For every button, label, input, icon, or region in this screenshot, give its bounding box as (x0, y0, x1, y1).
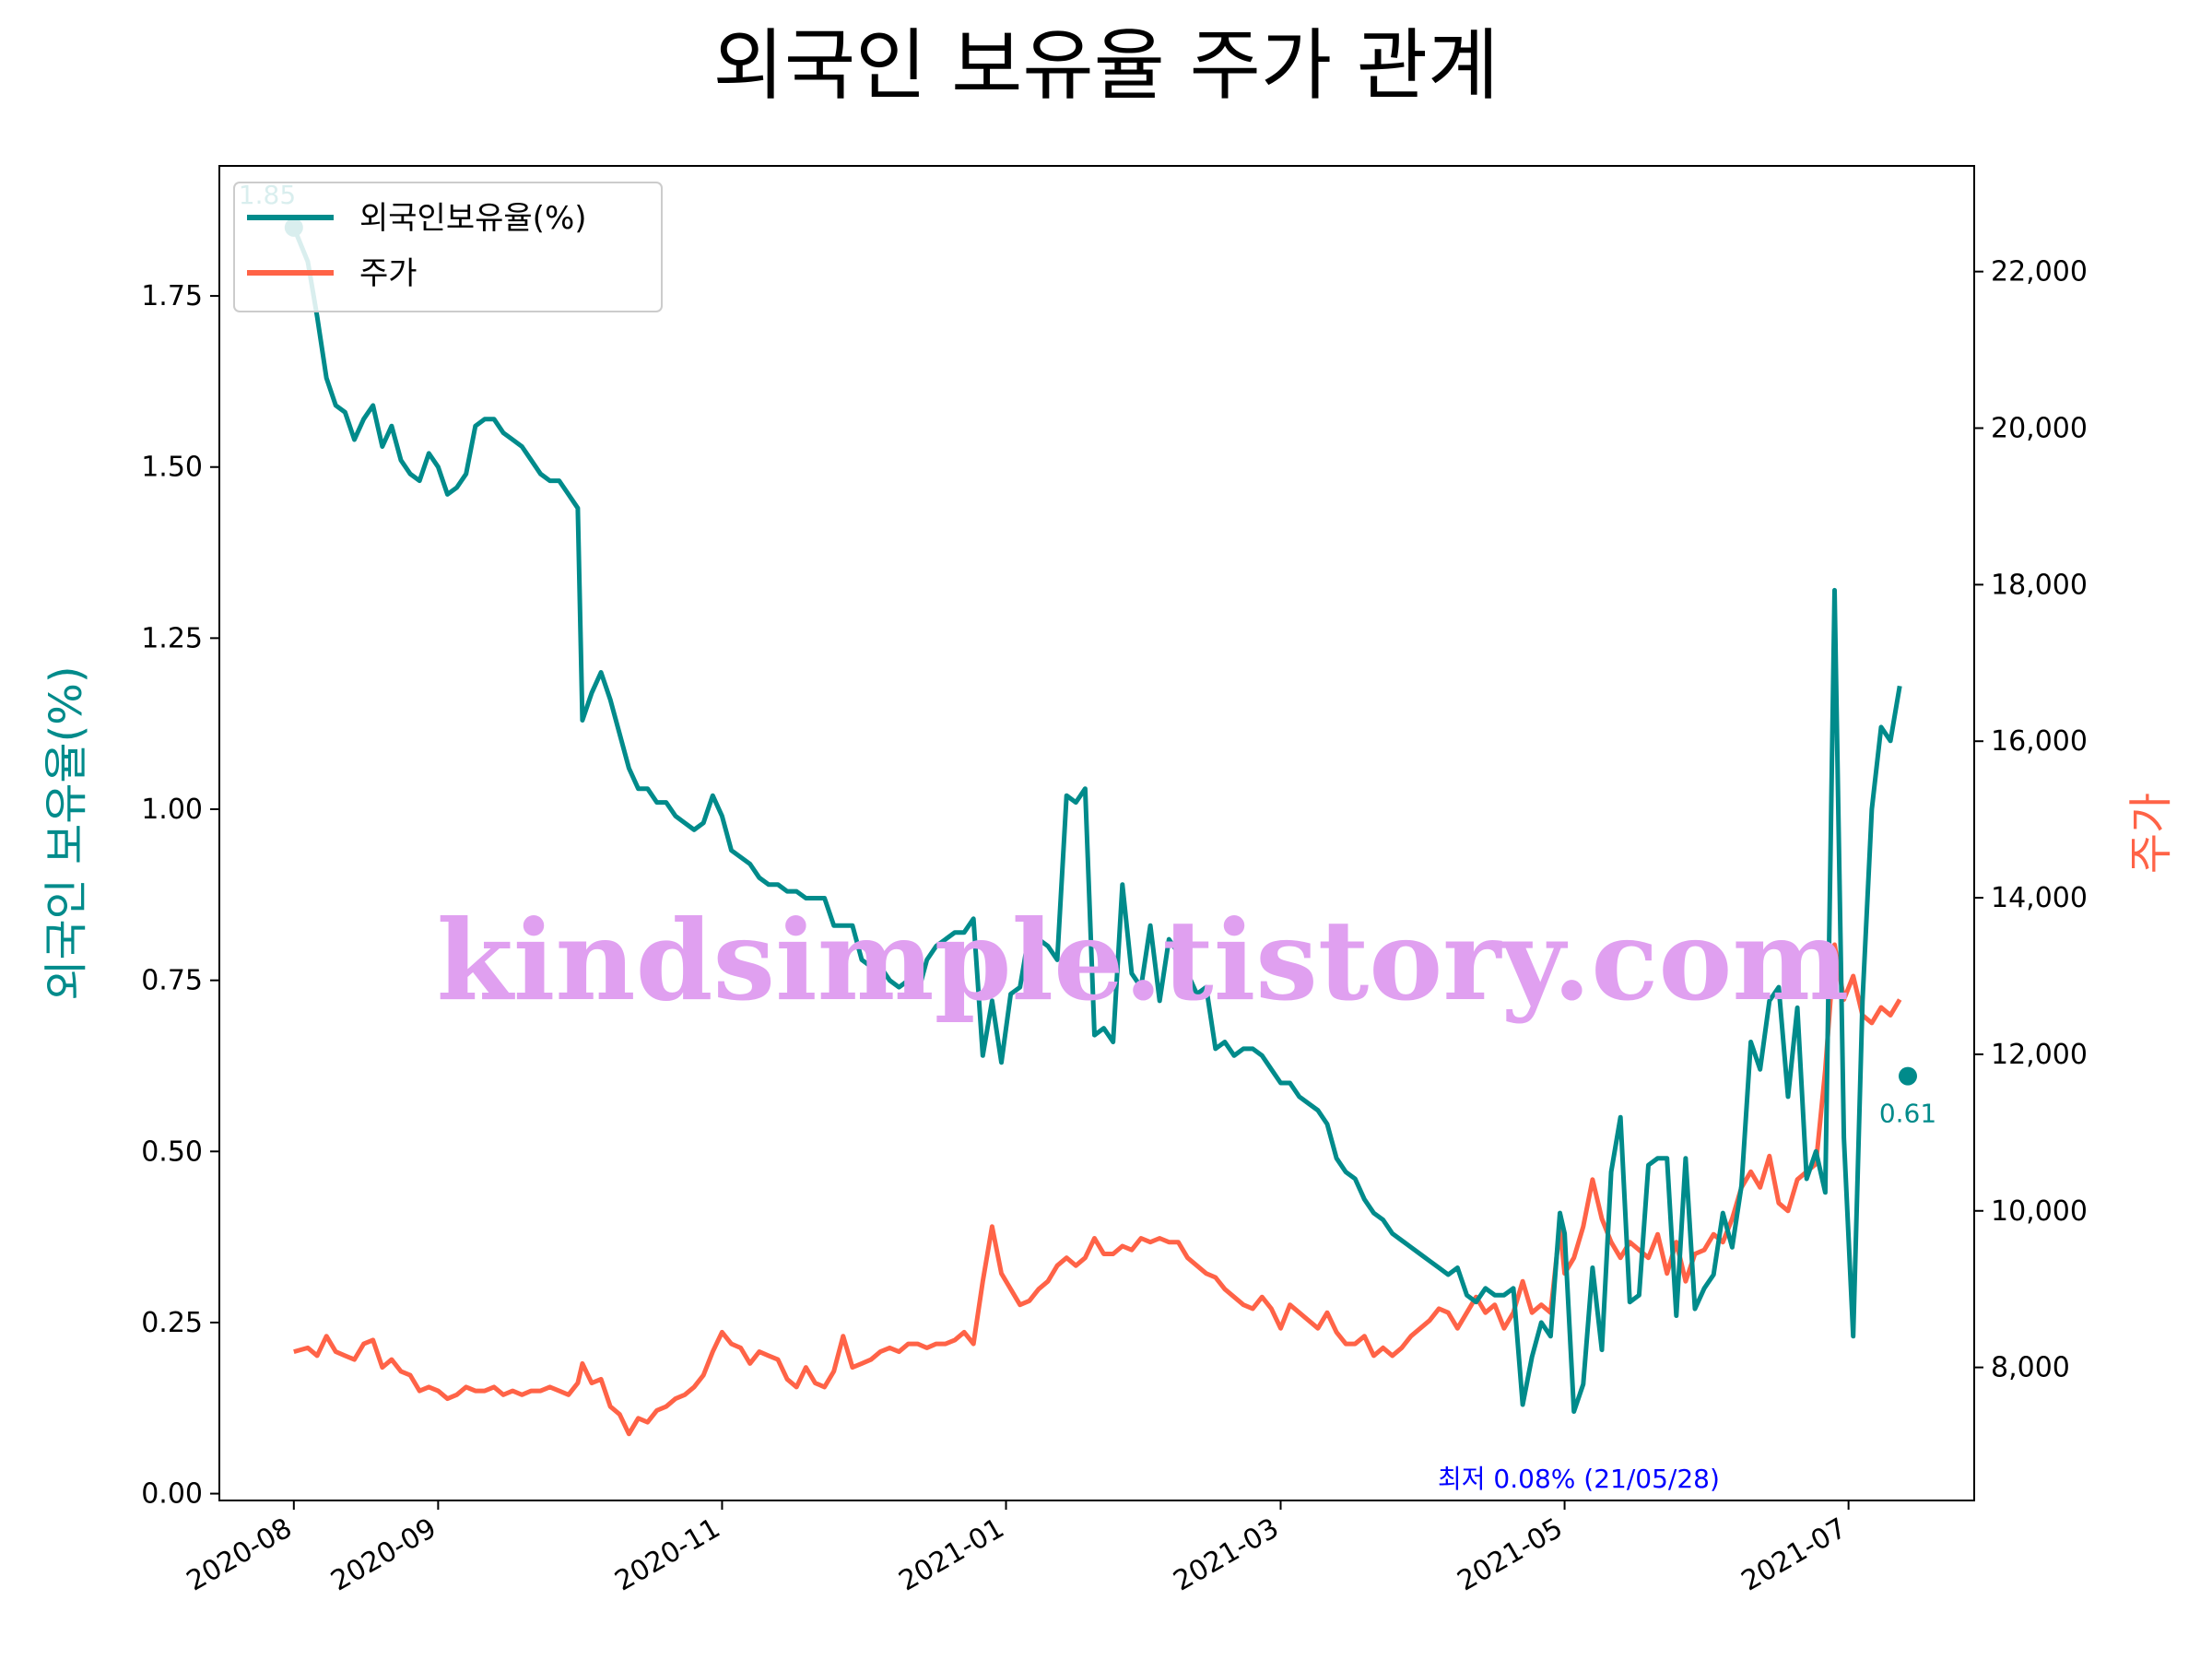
x-tick-label: 2021-05 (1453, 1512, 1569, 1598)
left-y-tick-label: 1.50 (141, 452, 203, 484)
plot-frame (218, 165, 1975, 1501)
plot-area: 2020-08 2020-09 2020-11 2021-01 2021-03 2021-… (141, 165, 2088, 1598)
minimum-annotation: 최저 0.08% (21/05/28) (1438, 1464, 1720, 1494)
x-tick-label: 2021-01 (893, 1512, 1009, 1598)
right-y-tick-label: 10,000 (1991, 1195, 2088, 1228)
legend: 외국인보유율(%) 주가 (233, 182, 663, 312)
series-line-holding (291, 226, 1902, 1414)
x-tick-label: 2021-03 (1168, 1512, 1284, 1598)
right-y-tick-label: 16,000 (1991, 725, 2088, 758)
legend-label-holding: 외국인보유율(%) (359, 200, 587, 237)
left-y-tick-label: 0.50 (141, 1135, 203, 1168)
series-layer (291, 226, 1902, 1437)
left-y-tick-label: 1.75 (141, 280, 203, 312)
right-y-axis-title: 주가 (2125, 793, 2177, 874)
right-y-tick-label: 18,000 (1991, 569, 2088, 601)
right-y-tick-label: 12,000 (1991, 1039, 2088, 1071)
x-tick-label: 2020-08 (182, 1512, 298, 1598)
legend-label-price: 주가 (359, 255, 418, 292)
right-y-axis: 8,000 10,000 12,000 14,000 16,000 18,000 20,00… (1974, 256, 2088, 1384)
left-y-axis: 0.00 0.25 0.50 0.75 1.00 1.25 1.50 1.75 (141, 280, 219, 1511)
left-y-tick-label: 0.75 (141, 965, 203, 997)
left-y-tick-label: 1.00 (141, 794, 203, 826)
x-tick-label: 2020-09 (325, 1512, 441, 1598)
left-y-tick-label: 0.25 (141, 1307, 203, 1339)
end-point-marker (1899, 1066, 1917, 1086)
left-y-tick-label: 1.25 (141, 622, 203, 654)
x-axis: 2020-08 2020-09 2020-11 2021-01 2021-03 2021-… (182, 1500, 1853, 1598)
series-line-price (293, 942, 1902, 1437)
right-y-tick-label: 8,000 (1991, 1352, 2070, 1384)
end-value-label: 0.61 (1879, 1099, 1936, 1129)
right-y-tick-label: 22,000 (1991, 256, 2088, 288)
left-y-tick-label: 0.00 (141, 1478, 203, 1511)
right-y-tick-label: 20,000 (1991, 413, 2088, 445)
legend-box (233, 182, 663, 312)
left-y-axis-title: 외국인 보유율(%) (41, 665, 92, 1000)
chart-title: 외국인 보유율 주가 관계 (713, 20, 1500, 111)
x-tick-label: 2020-11 (609, 1512, 725, 1598)
right-y-tick-label: 14,000 (1991, 882, 2088, 914)
watermark: kindsimple.tistory.com (437, 896, 1850, 1026)
x-tick-label: 2021-07 (1736, 1512, 1853, 1598)
